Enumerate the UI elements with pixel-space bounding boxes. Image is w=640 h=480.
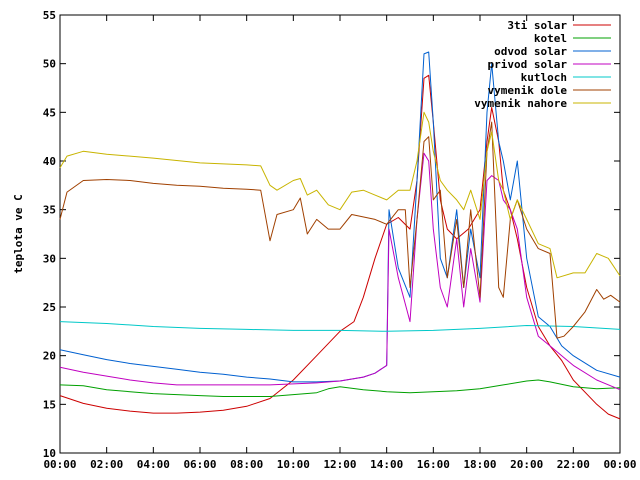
x-tick-label: 18:00 <box>463 458 496 471</box>
legend-label: vymenik nahore <box>474 97 567 110</box>
y-tick-label: 40 <box>43 155 56 168</box>
legend-label: 3ti solar <box>507 19 567 32</box>
x-tick-label: 02:00 <box>90 458 123 471</box>
x-tick-label: 12:00 <box>323 458 356 471</box>
x-tick-label: 00:00 <box>43 458 76 471</box>
y-axis: 10 15 20 25 30 35 40 45 50 55 <box>43 9 620 460</box>
x-tick-label: 06:00 <box>183 458 216 471</box>
y-tick-label: 45 <box>43 106 56 119</box>
legend-label: vymenik dole <box>488 84 568 97</box>
series-line-5 <box>59 121 621 339</box>
x-tick-label: 16:00 <box>417 458 450 471</box>
y-tick-label: 15 <box>43 398 56 411</box>
y-tick-label: 10 <box>43 447 56 460</box>
x-tick-label: 20:00 <box>510 458 543 471</box>
series-lines <box>59 51 621 420</box>
series-line-3 <box>59 152 621 391</box>
y-axis-label: teplota ve C <box>12 194 25 273</box>
series-line-4 <box>59 321 621 332</box>
series-line-1 <box>59 379 621 397</box>
x-axis: 00:00 02:00 04:00 06:00 08:00 10:00 12:00 14:00… <box>43 15 637 471</box>
y-tick-label: 50 <box>43 58 56 71</box>
legend-label: kutloch <box>521 71 567 84</box>
x-tick-label: 14:00 <box>370 458 403 471</box>
legend-label: kotel <box>534 32 567 45</box>
x-tick-label: 00:00 <box>603 458 636 471</box>
y-tick-label: 30 <box>43 252 56 265</box>
y-tick-label: 25 <box>43 301 56 314</box>
series-line-2 <box>59 51 621 383</box>
y-tick-label: 20 <box>43 350 56 363</box>
x-tick-label: 08:00 <box>230 458 263 471</box>
y-tick-label: 35 <box>43 204 56 217</box>
series-line-0 <box>59 74 621 420</box>
y-tick-label: 55 <box>43 9 56 22</box>
x-tick-label: 22:00 <box>557 458 590 471</box>
x-tick-label: 04:00 <box>137 458 170 471</box>
x-tick-label: 10:00 <box>277 458 310 471</box>
legend-label: privod solar <box>488 58 568 71</box>
series-line-6 <box>59 111 621 279</box>
legend-label: odvod solar <box>494 45 567 58</box>
